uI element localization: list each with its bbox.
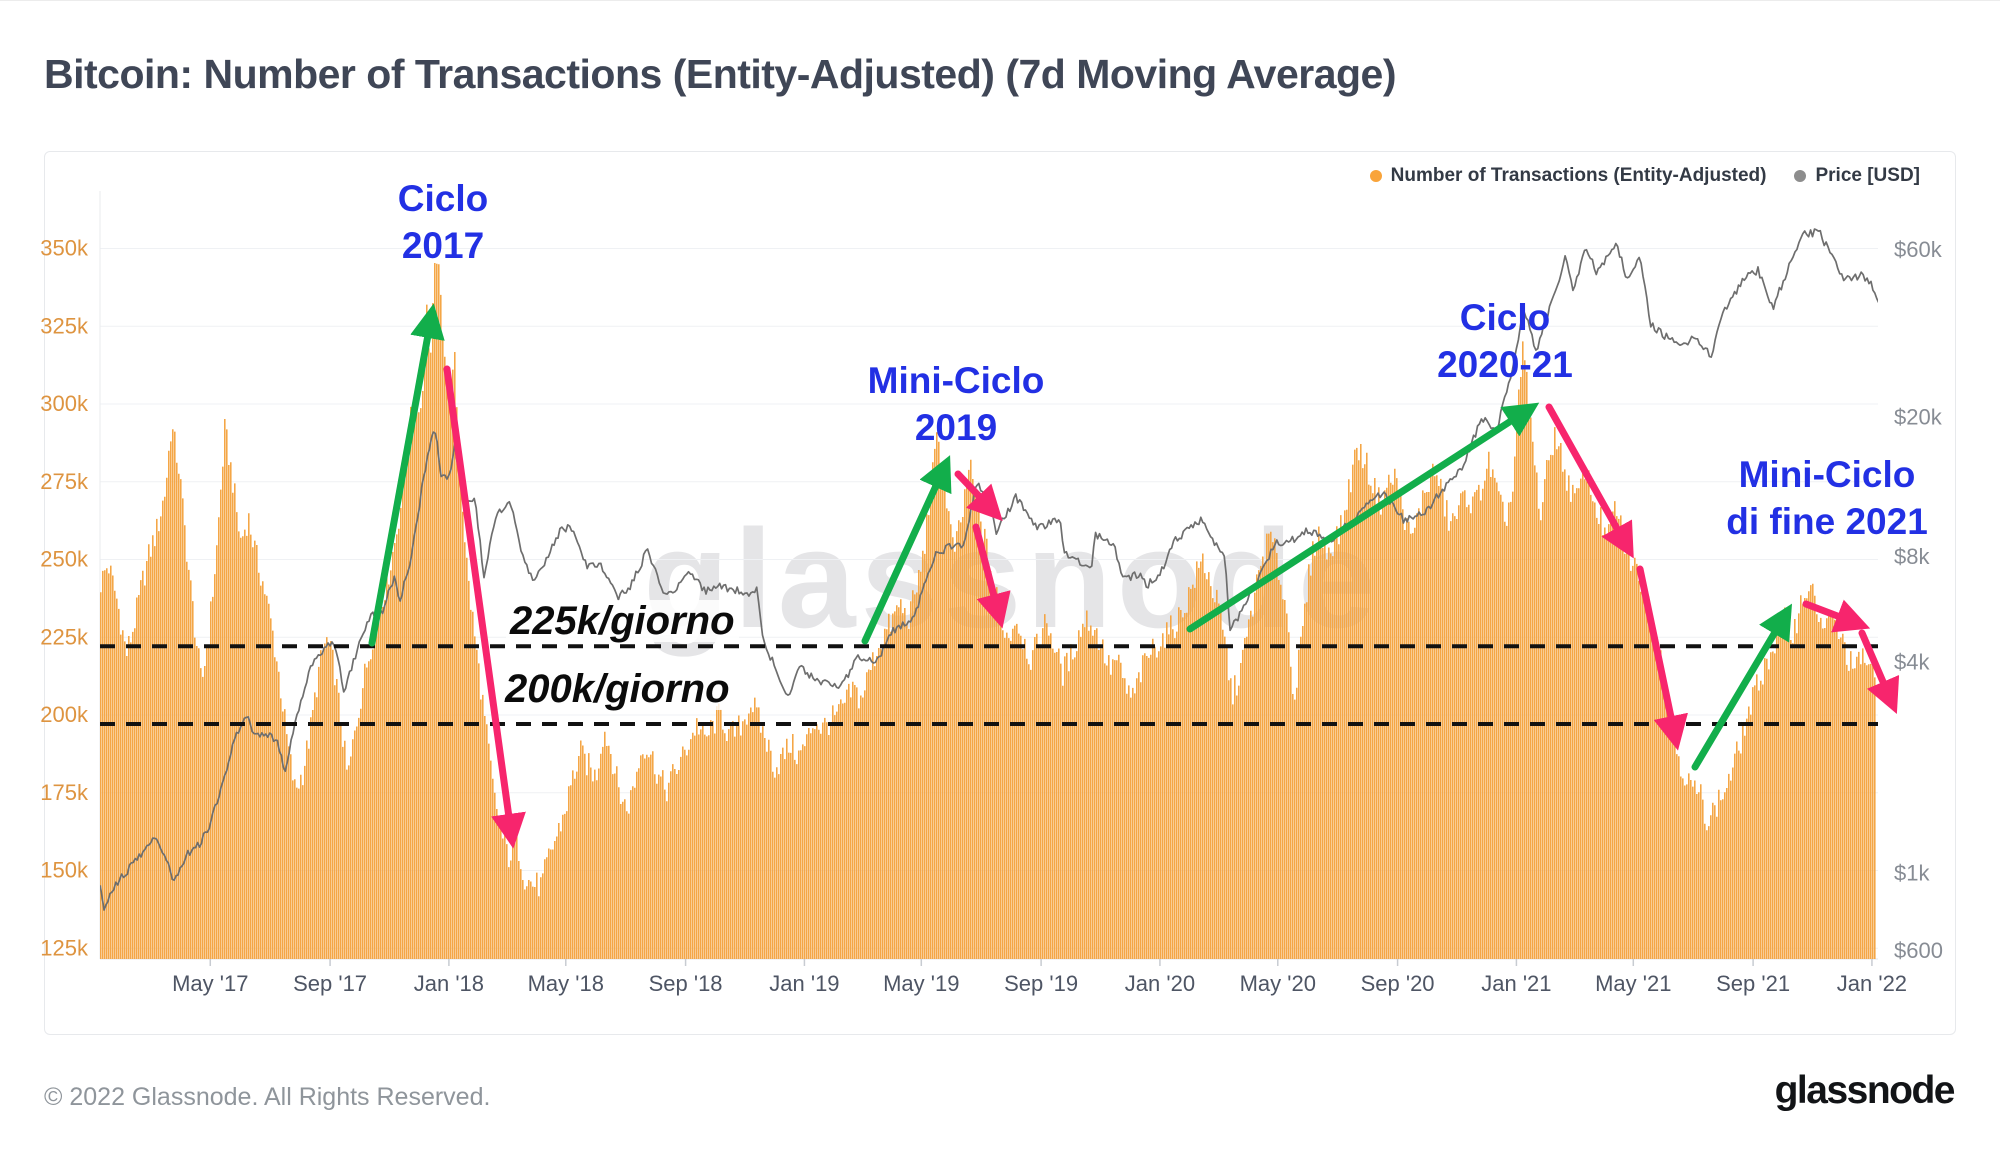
- legend-item-transactions[interactable]: Number of Transactions (Entity-Adjusted): [1369, 165, 1767, 187]
- annotation-line: Mini-Ciclo: [867, 360, 1045, 401]
- price-legend-dot-icon: [1794, 170, 1807, 182]
- annotation-ciclo-2020-21: Ciclo 2020-21: [1437, 294, 1573, 388]
- annotation-mini-ciclo-2019: Mini-Ciclo 2019: [868, 357, 1045, 451]
- annotation-line: Mini-Ciclo: [1738, 454, 1916, 495]
- annotation-ciclo-2017: Ciclo 2017: [398, 175, 488, 269]
- legend-label-transactions: Number of Transactions (Entity-Adjusted): [1390, 165, 1767, 186]
- annotation-line: Ciclo: [1459, 297, 1551, 338]
- guide-label-225k: 225k/giorno: [506, 600, 739, 642]
- annotation-line: 2017: [401, 225, 485, 266]
- annotation-line: 2019: [914, 407, 998, 448]
- legend-item-price[interactable]: Price [USD]: [1794, 165, 1920, 187]
- annotation-mini-ciclo-fine-2021: Mini-Ciclo di fine 2021: [1726, 451, 1928, 545]
- chart-legend: Number of Transactions (Entity-Adjusted)…: [1369, 165, 1920, 187]
- annotation-line: di fine 2021: [1726, 501, 1928, 542]
- annotation-line: 2020-21: [1437, 344, 1573, 385]
- glassnode-watermark: glassnode: [643, 500, 1381, 657]
- page-title: Bitcoin: Number of Transactions (Entity-…: [44, 51, 1397, 97]
- annotation-line: Ciclo: [397, 178, 489, 219]
- legend-label-price: Price [USD]: [1815, 165, 1920, 186]
- footer-copyright: © 2022 Glassnode. All Rights Reserved.: [44, 1083, 491, 1111]
- guide-label-200k: 200k/giorno: [501, 668, 734, 710]
- glassnode-logo: glassnode: [1774, 1069, 1956, 1112]
- transactions-legend-dot-icon: [1369, 170, 1382, 182]
